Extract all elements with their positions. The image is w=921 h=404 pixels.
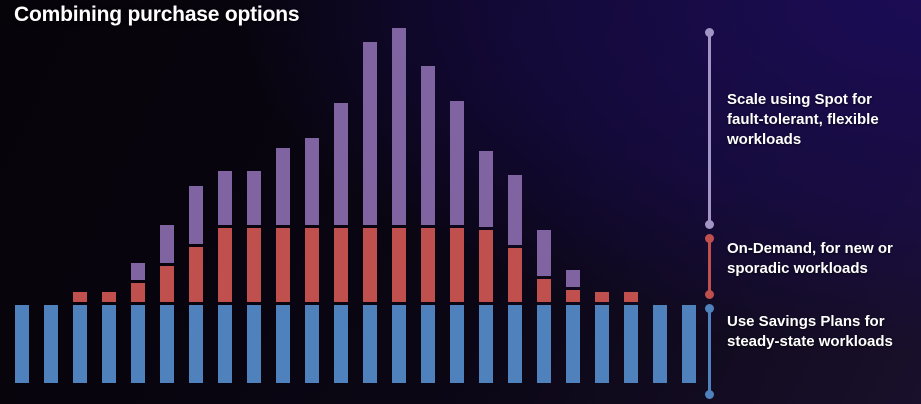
bar-segment-spot [247, 171, 261, 225]
bar-segment-savings [102, 305, 116, 383]
bar-segment-spot [131, 263, 145, 280]
bar-column [334, 17, 348, 383]
bar-column [479, 17, 493, 383]
bar-segment-ondemand [537, 279, 551, 302]
bar-column [595, 17, 609, 383]
bar-segment-spot [189, 186, 203, 244]
page-title: Combining purchase options [14, 3, 300, 26]
bar-column [624, 17, 638, 383]
bar-segment-ondemand [363, 228, 377, 302]
bar-column [189, 17, 203, 383]
bar-segment-ondemand [479, 230, 493, 302]
bar-segment-savings [363, 305, 377, 383]
bar-segment-savings [450, 305, 464, 383]
bar-segment-savings [247, 305, 261, 383]
bar-segment-ondemand [102, 292, 116, 302]
bar-column [44, 17, 58, 383]
bar-segment-ondemand [334, 228, 348, 302]
bar-segment-spot [392, 28, 406, 225]
bar-segment-ondemand [276, 228, 290, 302]
bar-column [247, 17, 261, 383]
bar-segment-savings [276, 305, 290, 383]
bar-segment-savings [624, 305, 638, 383]
bracket-spot [705, 28, 714, 229]
bar-segment-ondemand [189, 247, 203, 302]
bar-column [653, 17, 667, 383]
bar-segment-ondemand [508, 248, 522, 302]
bar-segment-savings [73, 305, 87, 383]
bar-column [102, 17, 116, 383]
bracket-savings [705, 304, 714, 399]
bar-column [508, 17, 522, 383]
bar-column [537, 17, 551, 383]
bar-segment-ondemand [160, 266, 174, 302]
bar-segment-spot [363, 42, 377, 225]
bar-segment-savings [421, 305, 435, 383]
bar-column [305, 17, 319, 383]
bar-segment-savings [508, 305, 522, 383]
bar-segment-savings [653, 305, 667, 383]
bar-segment-spot [218, 171, 232, 225]
bar-segment-savings [305, 305, 319, 383]
bar-segment-spot [508, 175, 522, 245]
bar-segment-ondemand [218, 228, 232, 302]
bar-segment-savings [392, 305, 406, 383]
bar-column [566, 17, 580, 383]
bar-segment-ondemand [305, 228, 319, 302]
bar-segment-savings [160, 305, 174, 383]
bar-segment-savings [131, 305, 145, 383]
bar-segment-savings [44, 305, 58, 383]
bar-segment-spot [537, 230, 551, 276]
bar-column [392, 17, 406, 383]
bar-segment-ondemand [392, 228, 406, 302]
bar-column [276, 17, 290, 383]
bar-column [218, 17, 232, 383]
bar-segment-spot [421, 66, 435, 225]
bar-segment-ondemand [450, 228, 464, 302]
annotation-savings: Use Savings Plans for steady-state workl… [727, 313, 893, 350]
annotation-spot: Scale using Spot for fault-tolerant, fle… [727, 91, 879, 148]
bar-segment-savings [595, 305, 609, 383]
bar-segment-ondemand [566, 290, 580, 302]
bar-segment-savings [218, 305, 232, 383]
bar-segment-spot [479, 151, 493, 227]
bar-column [160, 17, 174, 383]
bar-column [682, 17, 696, 383]
bar-column [15, 17, 29, 383]
bar-segment-spot [566, 270, 580, 287]
bar-segment-spot [160, 225, 174, 263]
bar-segment-spot [276, 148, 290, 225]
annotation-ondemand: On-Demand, for new or sporadic workloads [727, 240, 893, 277]
bar-segment-spot [305, 138, 319, 225]
bar-segment-savings [334, 305, 348, 383]
bar-segment-savings [682, 305, 696, 383]
bar-segment-savings [15, 305, 29, 383]
bar-segment-ondemand [624, 292, 638, 302]
bar-column [421, 17, 435, 383]
bar-segment-ondemand [73, 292, 87, 302]
bar-column [131, 17, 145, 383]
bar-segment-spot [450, 101, 464, 225]
bar-segment-ondemand [247, 228, 261, 302]
bracket-ondemand [705, 234, 714, 299]
bar-segment-ondemand [421, 228, 435, 302]
bar-segment-ondemand [131, 283, 145, 302]
bar-segment-savings [189, 305, 203, 383]
bar-segment-savings [566, 305, 580, 383]
bar-segment-savings [537, 305, 551, 383]
bar-column [450, 17, 464, 383]
bar-segment-ondemand [595, 292, 609, 302]
bar-segment-spot [334, 103, 348, 225]
bar-column [73, 17, 87, 383]
bar-chart [15, 17, 696, 383]
bar-column [363, 17, 377, 383]
bar-segment-savings [479, 305, 493, 383]
